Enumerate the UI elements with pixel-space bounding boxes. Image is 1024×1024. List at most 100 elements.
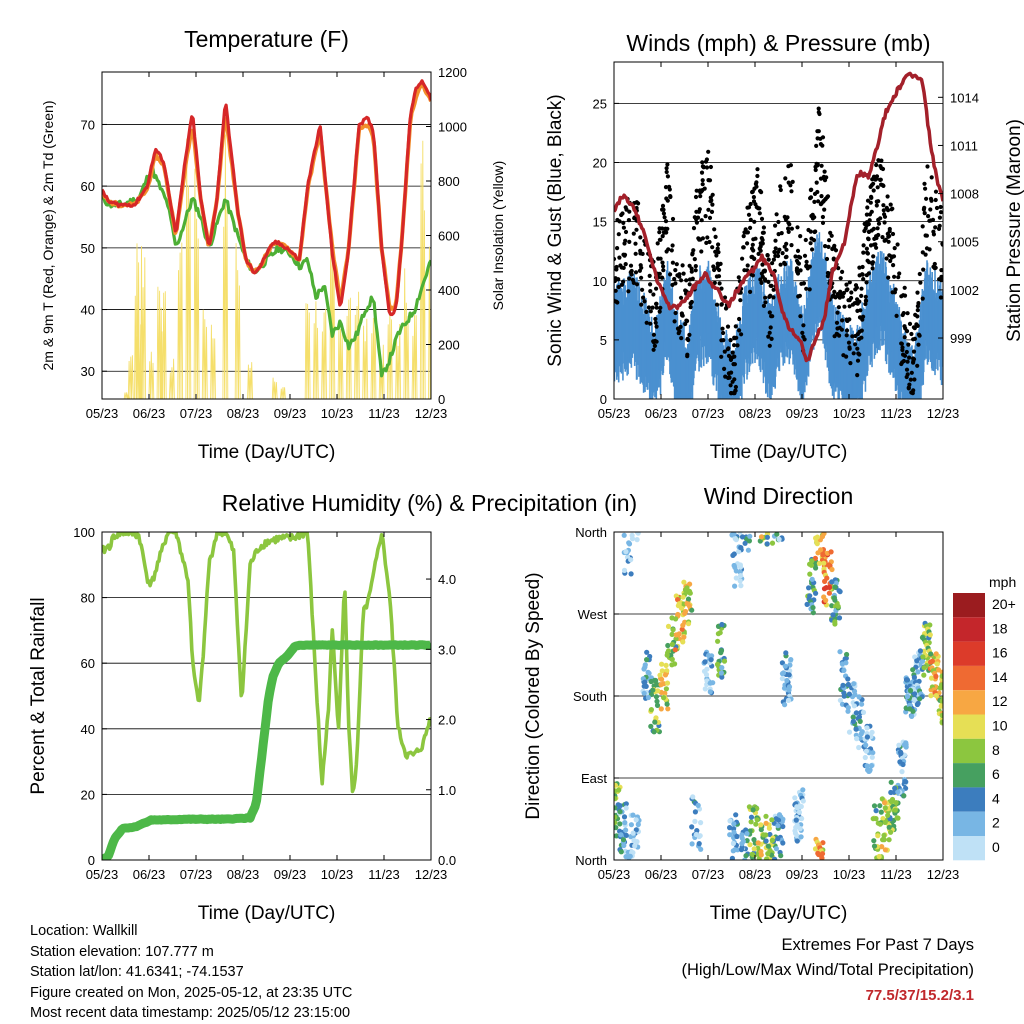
latlon-text: Station lat/lon: 41.6341; -74.1537 bbox=[30, 964, 244, 980]
gust-point bbox=[668, 194, 673, 199]
direction-point bbox=[657, 672, 663, 678]
x-tick-label: 08/23 bbox=[739, 867, 772, 882]
gust-point bbox=[783, 262, 788, 267]
gust-point bbox=[902, 335, 907, 340]
gust-point bbox=[926, 214, 931, 219]
gust-point bbox=[917, 271, 922, 277]
direction-point bbox=[829, 579, 835, 585]
direction-point bbox=[933, 693, 939, 699]
gust-point bbox=[748, 289, 753, 294]
direction-point bbox=[864, 725, 870, 731]
gust-point bbox=[928, 207, 933, 212]
direction-point bbox=[928, 675, 935, 681]
gust-point bbox=[664, 196, 669, 201]
gust-point bbox=[766, 257, 771, 262]
colorbar-label: 12 bbox=[992, 693, 1008, 709]
gust-point bbox=[752, 256, 757, 261]
gust-point bbox=[770, 261, 775, 266]
direction-point bbox=[732, 583, 738, 589]
direction-point bbox=[628, 822, 635, 828]
gust-point bbox=[776, 219, 781, 225]
gust-point bbox=[895, 242, 900, 247]
gust-point bbox=[892, 274, 897, 279]
gust-point bbox=[719, 354, 724, 359]
direction-point bbox=[695, 802, 701, 809]
x-tick-label: 07/23 bbox=[692, 406, 725, 421]
direction-point bbox=[731, 821, 737, 827]
gust-point bbox=[924, 196, 929, 201]
direction-point bbox=[644, 657, 650, 663]
gust-point bbox=[847, 280, 852, 285]
total-rainfall-line bbox=[102, 640, 431, 860]
direction-point bbox=[815, 850, 821, 857]
gust-point bbox=[870, 266, 875, 271]
y-tick-label-right: 1000 bbox=[438, 120, 467, 135]
gust-point bbox=[632, 216, 637, 221]
direction-point bbox=[846, 691, 853, 697]
gust-point bbox=[633, 270, 639, 275]
gust-point bbox=[931, 232, 937, 237]
direction-point bbox=[623, 832, 629, 839]
gust-point bbox=[617, 219, 622, 224]
direction-point bbox=[646, 670, 652, 676]
gust-point bbox=[668, 272, 673, 277]
direction-point bbox=[672, 647, 678, 653]
gust-point bbox=[909, 370, 914, 375]
direction-point bbox=[785, 697, 792, 704]
gust-point bbox=[700, 182, 705, 187]
gust-point bbox=[754, 180, 759, 185]
direction-point bbox=[921, 672, 927, 678]
direction-point bbox=[659, 676, 665, 682]
gust-point bbox=[665, 162, 670, 167]
direction-point bbox=[628, 571, 634, 577]
gust-point bbox=[726, 353, 732, 358]
direction-point bbox=[841, 667, 847, 674]
gust-point bbox=[854, 300, 859, 305]
gust-point bbox=[679, 278, 684, 283]
gust-point bbox=[885, 194, 890, 199]
chart-title: Temperature (F) bbox=[184, 26, 349, 52]
gust-point bbox=[915, 304, 921, 309]
gust-point bbox=[823, 244, 828, 249]
y-tick-label-right: 3.0 bbox=[438, 642, 456, 657]
direction-point bbox=[658, 706, 664, 712]
direction-point bbox=[642, 679, 648, 685]
gust-point bbox=[755, 167, 760, 172]
y-axis-label-right: Station Pressure (Maroon) bbox=[1004, 119, 1024, 342]
y-tick-label-right: 1011 bbox=[950, 138, 978, 153]
gust-point bbox=[628, 270, 633, 275]
x-tick-label: 07/23 bbox=[180, 867, 213, 882]
gust-point bbox=[685, 354, 690, 359]
direction-point bbox=[882, 819, 888, 826]
gust-point bbox=[627, 239, 632, 244]
direction-point bbox=[737, 578, 743, 584]
direction-point bbox=[854, 736, 860, 742]
direction-point bbox=[773, 846, 780, 852]
direction-point bbox=[670, 627, 676, 633]
direction-point bbox=[814, 534, 821, 540]
gust-point bbox=[700, 160, 705, 165]
x-tick-label: 10/23 bbox=[833, 406, 866, 421]
direction-point bbox=[702, 686, 708, 692]
gust-point bbox=[867, 212, 873, 217]
direction-point bbox=[845, 676, 851, 682]
direction-point bbox=[828, 549, 834, 555]
plot-frame bbox=[101, 531, 432, 861]
gust-point bbox=[822, 169, 827, 174]
direction-point bbox=[758, 822, 764, 828]
direction-point bbox=[676, 601, 682, 607]
gust-point bbox=[661, 264, 666, 269]
direction-point bbox=[880, 837, 886, 843]
direction-point bbox=[753, 821, 759, 827]
direction-point bbox=[846, 729, 853, 735]
colorbar-swatch bbox=[953, 763, 985, 788]
gust-point bbox=[657, 309, 662, 314]
gust-point bbox=[732, 343, 737, 348]
gust-point bbox=[815, 162, 820, 167]
direction-point bbox=[927, 632, 933, 638]
gust-point bbox=[714, 253, 719, 258]
direction-point bbox=[654, 702, 661, 709]
gust-point bbox=[889, 255, 894, 260]
gust-point bbox=[845, 287, 850, 292]
gust-point bbox=[657, 271, 662, 276]
